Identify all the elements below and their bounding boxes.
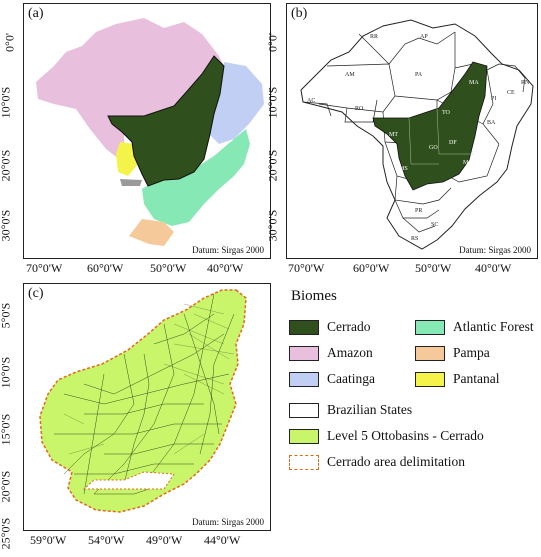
legend-item-caatinga: Caatinga bbox=[289, 371, 375, 387]
legend-title: Biomes bbox=[291, 288, 337, 304]
legend-swatch bbox=[289, 428, 319, 444]
legend-label: Atlantic Forest bbox=[453, 319, 534, 334]
panel-c-datum: Datum: Sirgas 2000 bbox=[192, 517, 264, 527]
cerrado-biome bbox=[107, 55, 225, 187]
y-tick-c: 15°0'S bbox=[0, 413, 13, 446]
x-tick-c: 44°0'W bbox=[204, 533, 241, 547]
map-panel-a: (a) Datum: Sirgas 2000 bbox=[23, 3, 271, 259]
state-label: AM bbox=[345, 72, 355, 78]
legend-item-amazon: Amazon bbox=[289, 345, 373, 361]
legend-item-cerrado: Cerrado bbox=[289, 319, 370, 335]
y-tick-b: 20°0'S bbox=[265, 149, 280, 182]
legend-item-brazilian-states: Brazilian States bbox=[289, 402, 412, 418]
legend-label: Cerrado area delimitation bbox=[327, 454, 465, 469]
legend-swatch bbox=[289, 345, 319, 361]
x-tick-c: 59°0'W bbox=[30, 533, 67, 547]
legend-label: Pantanal bbox=[453, 371, 500, 386]
y-tick-b: 0°0' bbox=[265, 33, 280, 52]
state-label: PI bbox=[491, 96, 496, 102]
y-tick-a: 10°0'S bbox=[0, 86, 13, 119]
panel-a-label: (a) bbox=[28, 6, 44, 21]
state-label: PR bbox=[415, 208, 422, 214]
state-label: PA bbox=[415, 72, 423, 78]
state-label: RR bbox=[370, 34, 378, 40]
x-tick-c: 54°0'W bbox=[88, 533, 125, 547]
y-tick-a: 30°0'S bbox=[0, 209, 13, 242]
state-label: MT bbox=[389, 132, 398, 138]
legend: Biomes Cerrado Atlantic Forest Amazon Pa… bbox=[287, 288, 537, 488]
legend-label: Caatinga bbox=[327, 371, 375, 386]
state-label: MA bbox=[469, 80, 479, 86]
legend-swatch bbox=[289, 371, 319, 387]
y-tick-c: 20°0'S bbox=[0, 470, 13, 503]
y-tick-c: 10°0'S bbox=[0, 356, 13, 389]
legend-label: Amazon bbox=[327, 345, 373, 360]
y-tick-c: 5°0'S bbox=[0, 302, 13, 329]
pantanal-biome bbox=[116, 142, 138, 176]
x-tick-b: 40°0'W bbox=[475, 261, 512, 275]
basin-lines bbox=[54, 293, 235, 495]
legend-swatch-dashed bbox=[289, 454, 319, 470]
caatinga-biome bbox=[209, 62, 264, 144]
x-tick-a: 70°0'W bbox=[26, 261, 63, 275]
legend-swatch bbox=[289, 319, 319, 335]
legend-item-pantanal: Pantanal bbox=[415, 371, 500, 387]
x-tick-b: 60°0'W bbox=[353, 261, 390, 275]
x-tick-b: 50°0'W bbox=[415, 261, 452, 275]
map-panel-b: RR AP AM PA MA CE RN PI AC RO TO BA MT G… bbox=[286, 3, 538, 259]
state-label: BA bbox=[487, 120, 496, 126]
state-label: AP bbox=[420, 34, 428, 40]
state-label: RN bbox=[521, 80, 530, 86]
state-label: RS bbox=[411, 236, 418, 242]
legend-label: Brazilian States bbox=[327, 402, 413, 417]
y-tick-b: 30°0'S bbox=[265, 209, 280, 242]
biomes-map bbox=[36, 18, 264, 246]
state-label: MS bbox=[399, 166, 408, 172]
legend-label: Level 5 Ottobasins - Cerrado bbox=[327, 428, 484, 443]
legend-swatch bbox=[289, 402, 319, 418]
legend-item-delimitation: Cerrado area delimitation bbox=[289, 454, 465, 470]
state-label: TO bbox=[442, 110, 451, 116]
panel-b-label: (b) bbox=[291, 6, 308, 21]
panel-b-datum: Datum: Sirgas 2000 bbox=[459, 245, 531, 255]
legend-item-atlantic-forest: Atlantic Forest bbox=[415, 319, 534, 335]
legend-item-ottobasins: Level 5 Ottobasins - Cerrado bbox=[289, 428, 484, 444]
legend-swatch bbox=[415, 319, 445, 335]
state-label: SC bbox=[431, 222, 438, 228]
legend-label: Cerrado bbox=[327, 319, 371, 334]
state-label: RO bbox=[355, 106, 364, 112]
states-map: RR AP AM PA MA CE RN PI AC RO TO BA MT G… bbox=[300, 19, 534, 250]
state-label: MG bbox=[463, 160, 473, 166]
amazon-biome bbox=[36, 18, 224, 159]
map-panel-c: (c) Datum: Sirgas 2000 bbox=[23, 283, 271, 531]
x-tick-a: 60°0'W bbox=[87, 261, 124, 275]
y-tick-a: 20°0'S bbox=[0, 149, 13, 182]
state-labels: RR AP AM PA MA CE RN PI AC RO TO BA MT G… bbox=[307, 34, 530, 242]
state-label: DF bbox=[449, 140, 457, 146]
panel-c-label: (c) bbox=[28, 286, 44, 301]
pampa-biome bbox=[129, 219, 174, 246]
legend-label: Pampa bbox=[453, 345, 490, 360]
state-label: AC bbox=[307, 98, 315, 104]
y-tick-a: 0°0' bbox=[2, 33, 17, 52]
atlantic-forest-biome bbox=[142, 129, 250, 226]
legend-swatch bbox=[415, 371, 445, 387]
state-label: GO bbox=[429, 145, 438, 151]
x-tick-c: 49°0'W bbox=[146, 533, 183, 547]
legend-swatch bbox=[415, 345, 445, 361]
state-label: CE bbox=[507, 90, 515, 96]
x-tick-a: 40°0'W bbox=[207, 261, 244, 275]
panel-a-datum: Datum: Sirgas 2000 bbox=[192, 245, 264, 255]
legend-item-pampa: Pampa bbox=[415, 345, 490, 361]
y-tick-b: 10°0'S bbox=[265, 86, 280, 119]
x-tick-a: 50°0'W bbox=[150, 261, 187, 275]
ottobasins-map bbox=[39, 289, 247, 513]
x-tick-b: 70°0'W bbox=[288, 261, 325, 275]
cerrado-overlay bbox=[372, 61, 488, 191]
